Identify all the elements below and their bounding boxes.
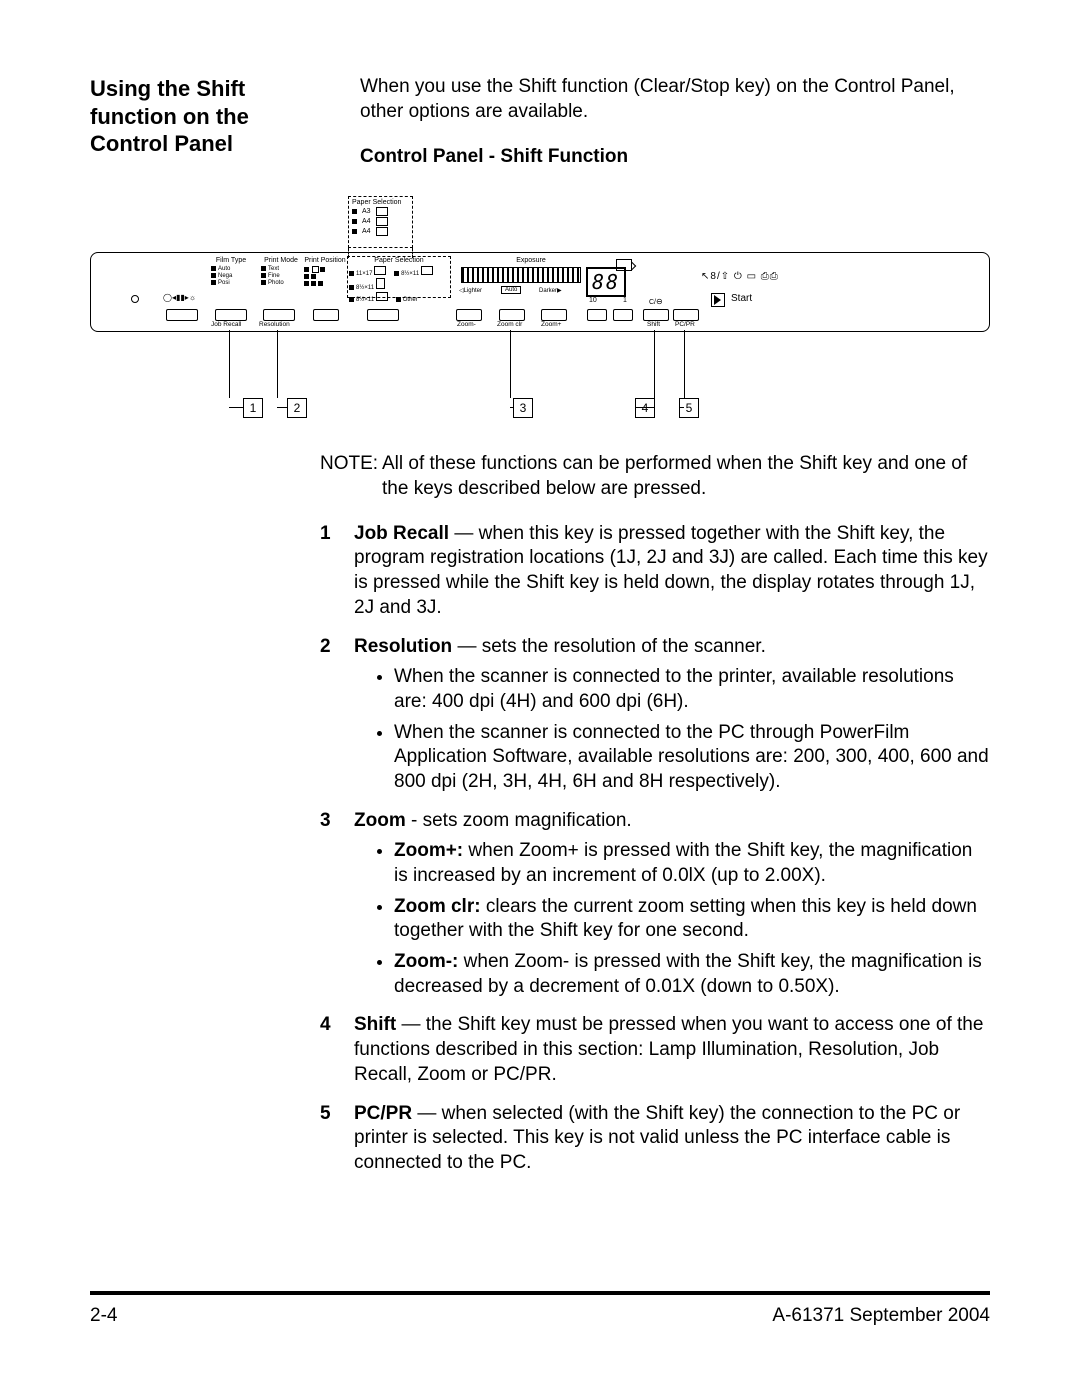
panel-outline: ◯◂▮▮▸☼ Film Type Auto Nega Posi Print Mo… bbox=[90, 252, 990, 332]
exp-darker: Darker bbox=[539, 288, 557, 294]
status-symbols: ↖8/⇧ ⏻ ▭ ⎙⎙ bbox=[701, 271, 779, 282]
item-title: Job Recall bbox=[354, 523, 449, 544]
start-label: Start bbox=[731, 293, 752, 304]
callout-3: 3 bbox=[513, 398, 533, 418]
item-title: Shift bbox=[354, 1014, 396, 1035]
key-zoom-plus bbox=[541, 309, 567, 321]
item-body: Resolution — sets the resolution of the … bbox=[354, 635, 990, 795]
key-zoom-minus bbox=[456, 309, 482, 321]
key-pcpr bbox=[673, 309, 699, 321]
paper-a4-1: A4 bbox=[362, 218, 371, 225]
exposure-title: Exposure bbox=[491, 257, 571, 264]
pm-photo: Photo bbox=[268, 280, 284, 286]
bullet-list: When the scanner is connected to the pri… bbox=[354, 665, 990, 794]
item-2: 2Resolution — sets the resolution of the… bbox=[320, 635, 990, 795]
item-number: 1 bbox=[320, 522, 354, 621]
c-label: C/⊖ bbox=[649, 297, 663, 306]
control-panel-diagram: Paper Selection A3 A4 A4 ◯◂▮▮▸☼ Film Typ… bbox=[90, 196, 990, 436]
callout-5: 5 bbox=[679, 398, 699, 418]
lamp-icon: ◯◂▮▮▸☼ bbox=[163, 293, 196, 302]
key-shift bbox=[643, 309, 669, 321]
count-10: 10 bbox=[589, 297, 597, 304]
key-lamp bbox=[166, 309, 198, 321]
callout-4: 4 bbox=[635, 398, 655, 418]
callout-2: 2 bbox=[287, 398, 307, 418]
item-3: 3Zoom - sets zoom magnification.Zoom+: w… bbox=[320, 809, 990, 1000]
paper-a3: A3 bbox=[362, 208, 371, 215]
intro-text: When you use the Shift function (Clear/S… bbox=[360, 75, 990, 124]
item-5: 5PC/PR — when selected (with the Shift k… bbox=[320, 1102, 990, 1176]
sub-heading: Control Panel - Shift Function bbox=[360, 146, 990, 168]
key-print-pos bbox=[313, 309, 339, 321]
bullet-item: When the scanner is connected to the PC … bbox=[394, 721, 990, 795]
item-title: PC/PR bbox=[354, 1103, 412, 1124]
print-position-title: Print Position bbox=[304, 257, 346, 265]
film-nega: Nega bbox=[218, 273, 232, 279]
key-resolution bbox=[263, 309, 295, 321]
bullet-item: When the scanner is connected to the pri… bbox=[394, 665, 990, 714]
item-4: 4Shift — the Shift key must be pressed w… bbox=[320, 1013, 990, 1087]
lbl-zoom-clr: Zoom clr bbox=[497, 321, 522, 328]
paper-selection-box: Paper Selection A3 A4 A4 bbox=[348, 196, 413, 248]
item-title: Zoom bbox=[354, 810, 406, 831]
numbered-list: 1Job Recall — when this key is pressed t… bbox=[320, 522, 990, 1176]
film-type-title: Film Type bbox=[211, 257, 251, 265]
exp-auto: Auto bbox=[501, 286, 521, 294]
indicator-dot bbox=[131, 295, 139, 303]
key-job-recall bbox=[215, 309, 247, 321]
pm-text: Text bbox=[268, 266, 279, 272]
film-posi: Posi bbox=[218, 280, 230, 286]
page-number: 2-4 bbox=[90, 1305, 117, 1327]
digit-display: 88 bbox=[586, 267, 626, 297]
section-heading: Using the Shift function on the Control … bbox=[90, 75, 320, 158]
doc-id: A-61371 September 2004 bbox=[772, 1305, 990, 1327]
lbl-job-recall: Job Recall bbox=[211, 321, 241, 328]
lbl-zoom-minus: Zoom- bbox=[457, 321, 476, 328]
lbl-shift: Shift bbox=[647, 321, 660, 328]
start-icon bbox=[714, 295, 721, 305]
count-1: 1 bbox=[623, 297, 627, 304]
item-number: 3 bbox=[320, 809, 354, 1000]
item-body: Shift — the Shift key must be pressed wh… bbox=[354, 1013, 990, 1087]
item-1: 1Job Recall — when this key is pressed t… bbox=[320, 522, 990, 621]
key-zoom-clr bbox=[499, 309, 525, 321]
item-body: Job Recall — when this key is pressed to… bbox=[354, 522, 990, 621]
item-title: Resolution bbox=[354, 636, 452, 657]
item-number: 4 bbox=[320, 1013, 354, 1087]
exposure-bar bbox=[461, 267, 581, 283]
paper-selection-title: Paper Selection bbox=[352, 199, 409, 206]
item-number: 2 bbox=[320, 635, 354, 795]
bullet-item: Zoom clr: clears the current zoom settin… bbox=[394, 895, 990, 944]
item-body: PC/PR — when selected (with the Shift ke… bbox=[354, 1102, 990, 1176]
pm-fine: Fine bbox=[268, 273, 280, 279]
bullet-list: Zoom+: when Zoom+ is pressed with the Sh… bbox=[354, 839, 990, 999]
bullet-item: Zoom+: when Zoom+ is pressed with the Sh… bbox=[394, 839, 990, 888]
exp-lighter: Lighter bbox=[464, 288, 482, 294]
paper-a4-2: A4 bbox=[362, 228, 371, 235]
paper-sel-dashed bbox=[347, 256, 451, 298]
note-label: NOTE: bbox=[320, 452, 382, 501]
key-10 bbox=[587, 309, 607, 321]
lbl-pcpr: PC/PR bbox=[675, 321, 695, 328]
print-mode-title: Print Mode bbox=[261, 257, 301, 265]
item-number: 5 bbox=[320, 1102, 354, 1176]
callout-1: 1 bbox=[243, 398, 263, 418]
film-auto: Auto bbox=[218, 266, 230, 272]
item-body: Zoom - sets zoom magnification.Zoom+: wh… bbox=[354, 809, 990, 1000]
note-text: All of these functions can be performed … bbox=[382, 452, 990, 501]
key-1 bbox=[613, 309, 633, 321]
lbl-zoom-plus: Zoom+ bbox=[541, 321, 561, 328]
key-paper-sel bbox=[367, 309, 399, 321]
bullet-item: Zoom-: when Zoom- is pressed with the Sh… bbox=[394, 950, 990, 999]
lbl-resolution: Resolution bbox=[259, 321, 290, 328]
